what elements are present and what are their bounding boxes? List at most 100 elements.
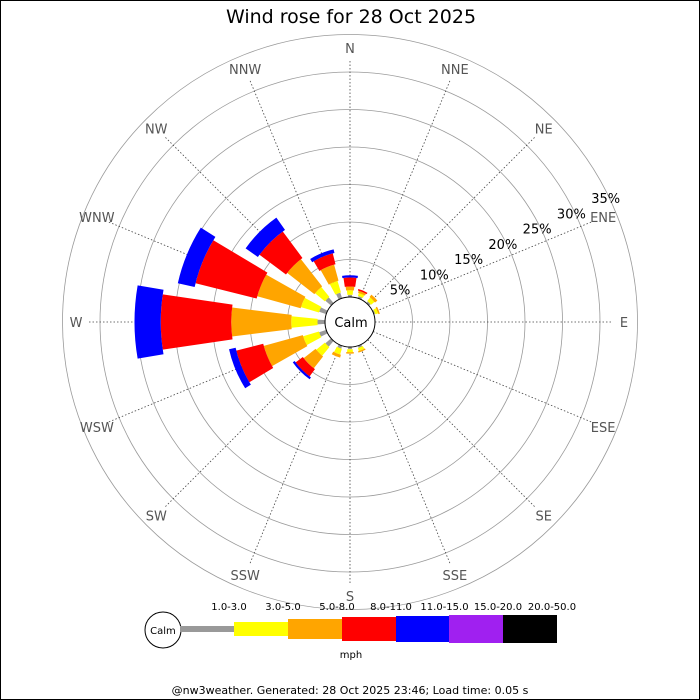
bar-wnw-11.0-15.0 <box>177 227 216 287</box>
direction-label-sw: SW <box>146 510 167 525</box>
bar-ne-1.0-3.0 <box>366 301 371 306</box>
bar-sse-1.0-3.0 <box>357 344 363 348</box>
radial-tick-label-3: 20% <box>488 238 517 253</box>
grid-circle-6 <box>62 34 638 610</box>
legend-label-15.0-20.0: 15.0-20.0 <box>474 602 522 613</box>
bar-n-3.0-5.0 <box>346 290 354 295</box>
bar-nne-1.0-3.0 <box>357 296 363 300</box>
speed-legend: Calm 1.0-3.0 3.0-5.0 5.0-8.0 8.0-11.0 11.0-1… <box>144 602 576 661</box>
radial-tick-label-2: 15% <box>454 253 483 268</box>
direction-label-ene: ENE <box>590 211 616 226</box>
bar-nnw-8.0-11.0 <box>313 253 336 271</box>
bar-nw-1.0-3.0 <box>325 297 334 306</box>
bar-s-1.0-3.0 <box>348 346 352 350</box>
legend-unit: mph <box>340 650 362 661</box>
bar-nw-5.0-8.0 <box>287 259 323 295</box>
bar-n-5.0-8.0 <box>345 286 355 291</box>
bar-nnw-3.0-5.0 <box>329 280 341 295</box>
direction-label-w: W <box>70 316 83 331</box>
bar-w-5.0-8.0 <box>231 307 292 337</box>
bar-ne-5.0-8.0 <box>369 294 378 303</box>
radial-tick-label-6: 35% <box>591 192 620 207</box>
bar-sw-11.0-15.0 <box>292 361 311 380</box>
direction-label-s: S <box>346 590 354 605</box>
wind-bars <box>134 217 380 389</box>
bar-n-1.0-3.0 <box>348 294 352 298</box>
direction-label-ese: ESE <box>591 421 616 436</box>
legend-swatch-3.0-5.0 <box>234 622 288 636</box>
bar-w-3.0-5.0 <box>291 316 318 328</box>
direction-label-e: E <box>620 316 628 331</box>
bar-nw-8.0-11.0 <box>259 231 303 275</box>
legend-swatch-5.0-8.0 <box>288 619 342 639</box>
bar-nne-8.0-11.0 <box>357 289 368 295</box>
spoke-sse <box>359 344 452 566</box>
legend-label-1.0-3.0: 1.0-3.0 <box>211 602 246 613</box>
bar-wsw-8.0-11.0 <box>236 343 274 383</box>
direction-label-n: N <box>345 42 355 57</box>
legend-calm-label: Calm <box>150 626 176 637</box>
bar-wnw-8.0-11.0 <box>195 240 268 299</box>
bar-s-5.0-8.0 <box>346 352 354 354</box>
legend-label-3.0-5.0: 3.0-5.0 <box>265 602 300 613</box>
direction-label-nnw: NNW <box>229 63 261 78</box>
spoke-se <box>367 339 537 509</box>
direction-labels: N NNE NE ENE E ESE SE SSE S SSW SW WSW W WNW NW NNW <box>70 42 629 605</box>
bar-wsw-5.0-8.0 <box>263 335 308 367</box>
bar-n-8.0-11.0 <box>343 277 357 287</box>
radial-tick-label-1: 10% <box>420 268 449 283</box>
bar-wsw-3.0-5.0 <box>303 331 322 346</box>
bar-s-3.0-5.0 <box>347 349 353 353</box>
chart-title: Wind rose for 28 Oct 2025 <box>226 6 476 28</box>
bar-w-8.0-11.0 <box>160 294 233 350</box>
radial-tick-label-0: 5% <box>390 284 411 299</box>
bar-w-1.0-3.0 <box>317 319 326 325</box>
bar-nw-11.0-15.0 <box>245 217 286 258</box>
bar-wnw-1.0-3.0 <box>319 307 328 315</box>
legend-swatch-8.0-11.0 <box>342 617 396 641</box>
legend-swatch-20.0-50.0 <box>503 615 557 643</box>
direction-label-wnw: WNW <box>79 211 115 226</box>
direction-label-ssw: SSW <box>230 569 260 584</box>
legend-swatch-1.0-3.0 <box>180 626 234 632</box>
direction-label-nne: NNE <box>441 63 469 78</box>
bar-ssw-3.0-5.0 <box>333 346 342 355</box>
direction-label-ne: NE <box>535 122 553 137</box>
bar-nnw-11.0-15.0 <box>310 249 335 263</box>
radial-tick-label-5: 30% <box>557 207 586 222</box>
bar-n-11.0-15.0 <box>342 275 358 279</box>
bar-nne-3.0-5.0 <box>357 293 365 298</box>
spoke-nne <box>359 78 452 300</box>
radial-tick-label-4: 25% <box>523 223 552 238</box>
direction-label-sse: SSE <box>442 569 467 584</box>
spoke-ne <box>367 135 537 305</box>
footer-text: @nw3weather. Generated: 28 Oct 2025 23:4… <box>172 684 529 697</box>
legend-label-11.0-15.0: 11.0-15.0 <box>420 602 468 613</box>
legend-swatch-11.0-15.0 <box>396 616 449 642</box>
bar-ssw-5.0-8.0 <box>331 351 341 358</box>
legend-label-8.0-11.0: 8.0-11.0 <box>370 602 412 613</box>
radial-tick-labels: 5% 10% 15% 20% 25% 30% 35% <box>390 192 620 299</box>
bar-nnw-5.0-8.0 <box>320 264 339 285</box>
legend-label-20.0-50.0: 20.0-50.0 <box>528 602 576 613</box>
spoke-ssw <box>248 344 341 566</box>
legend-label-5.0-8.0: 5.0-8.0 <box>319 602 354 613</box>
direction-label-nw: NW <box>145 122 168 137</box>
bar-sw-3.0-5.0 <box>316 342 330 356</box>
bar-wnw-3.0-5.0 <box>300 297 322 313</box>
bar-ene-5.0-8.0 <box>375 306 380 315</box>
bar-nnw-1.0-3.0 <box>336 292 343 300</box>
bar-sse-3.0-5.0 <box>357 346 365 351</box>
calm-label: Calm <box>334 316 367 331</box>
legend-swatch-15.0-20.0 <box>449 615 503 643</box>
direction-label-wsw: WSW <box>80 421 114 436</box>
bar-w-11.0-15.0 <box>134 285 164 359</box>
bar-sw-5.0-8.0 <box>303 348 324 369</box>
bar-nw-3.0-5.0 <box>315 287 330 302</box>
bar-nne-5.0-8.0 <box>358 290 367 296</box>
bar-sw-8.0-11.0 <box>295 357 315 377</box>
direction-label-se: SE <box>536 510 552 525</box>
bar-sse-5.0-8.0 <box>358 348 366 353</box>
bar-sw-1.0-3.0 <box>325 338 334 347</box>
